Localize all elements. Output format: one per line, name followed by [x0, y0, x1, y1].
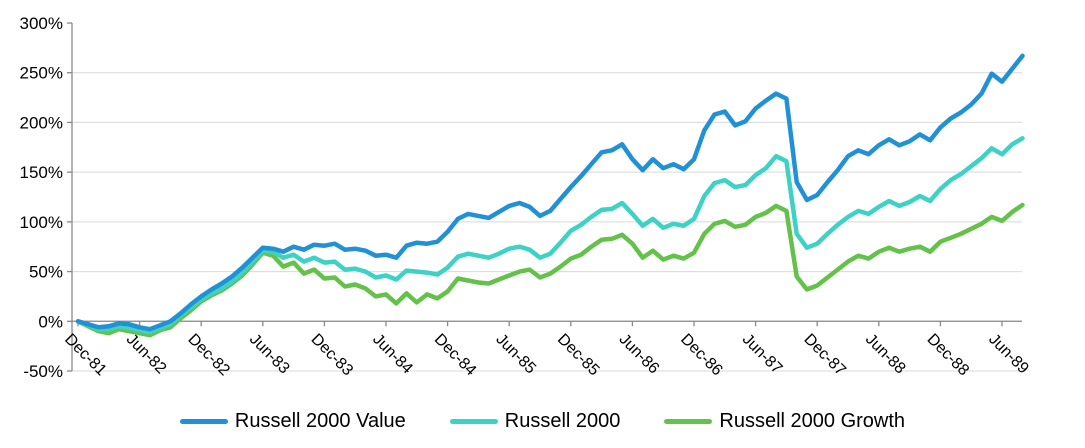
legend-item-russell-2000-value: Russell 2000 Value: [179, 409, 406, 433]
x-axis-label: Dec-88: [924, 331, 973, 380]
legend-label-russell-2000-value: Russell 2000 Value: [234, 409, 406, 432]
x-axis-label: Dec-87: [800, 331, 849, 380]
x-axis-label: Jun-87: [739, 331, 786, 378]
y-axis-label: 50%: [29, 263, 63, 282]
legend-item-russell-2000: Russell 2000: [449, 409, 621, 433]
chart-legend: Russell 2000 Value Russell 2000 Russell …: [0, 403, 1085, 439]
y-axis-label: 100%: [20, 213, 63, 232]
legend-item-russell-2000-growth: Russell 2000 Growth: [664, 410, 905, 433]
legend-swatch-russell-2000: [449, 418, 498, 424]
x-axis-label: Dec-82: [184, 331, 233, 380]
x-axis-label: Dec-83: [308, 331, 357, 380]
x-axis-label: Jun-83: [246, 331, 293, 378]
x-axis-label: Jun-84: [369, 331, 416, 378]
x-axis-label: Jun-86: [616, 331, 663, 378]
x-axis-label: Jun-88: [862, 331, 909, 378]
x-axis-label: Jun-82: [123, 331, 170, 378]
x-axis-label: Dec-84: [431, 331, 480, 380]
x-axis-label: Dec-85: [554, 331, 603, 380]
series-line-russell-2000-growth: [75, 202, 1025, 338]
y-axis-label: 200%: [20, 113, 63, 132]
y-axis-label: 150%: [20, 163, 63, 182]
y-axis-label: 0%: [38, 312, 63, 331]
legend-label-russell-2000: Russell 2000: [504, 409, 621, 432]
y-axis-label: 250%: [20, 64, 63, 83]
series-line-russell-2000: [75, 136, 1025, 335]
y-axis-label: -50%: [23, 362, 63, 381]
legend-swatch-russell-2000-growth: [664, 418, 713, 424]
legend-label-russell-2000-growth: Russell 2000 Growth: [719, 409, 906, 432]
legend-swatch-russell-2000-value: [179, 418, 228, 424]
x-axis-label: Dec-86: [677, 331, 726, 380]
y-axis-label: 300%: [20, 14, 63, 33]
series-line-russell-2000-value: [75, 53, 1025, 332]
x-axis-label: Jun-85: [492, 331, 539, 378]
x-axis-label: Dec-81: [61, 331, 110, 380]
x-axis-label: Jun-89: [985, 331, 1032, 378]
